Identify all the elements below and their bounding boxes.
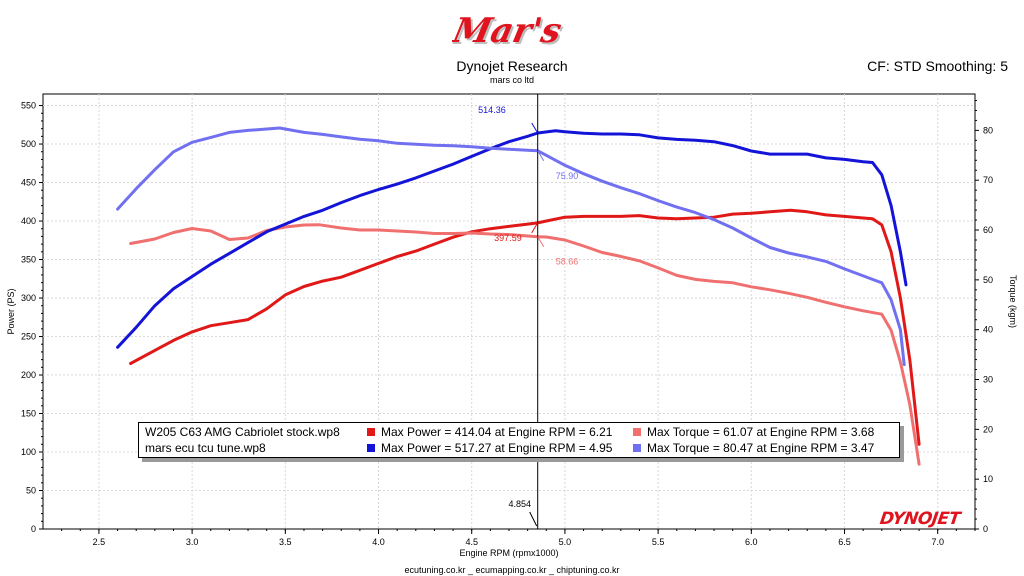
cursor-rpm-label: 4.854: [508, 499, 531, 509]
annotation-label: 58.66: [556, 257, 579, 267]
y-tick-label: 400: [21, 216, 36, 226]
x-tick-label: 4.0: [372, 537, 385, 547]
series-line-stock-power: [129, 208, 921, 446]
y2-tick-label: 80: [983, 125, 993, 135]
y2-tick-label: 50: [983, 275, 993, 285]
x-axis-label: Engine RPM (rpmx1000): [459, 548, 558, 558]
y2-tick-label: 10: [983, 474, 993, 484]
cursor-rpm-arrow: [529, 511, 538, 527]
x-tick-label: 6.5: [838, 537, 851, 547]
y-tick-label: 350: [21, 255, 36, 265]
y2-axis-label: Torque (kgm): [1008, 275, 1018, 328]
y-tick-label: 250: [21, 332, 36, 342]
x-tick-label: 3.5: [279, 537, 292, 547]
legend-box: W205 C63 AMG Cabriolet stock.wp8 mars ec…: [138, 422, 900, 458]
chart-title: Dynojet Research: [456, 58, 568, 74]
stock-power-text: Max Power = 414.04 at Engine RPM = 6.21: [381, 425, 613, 439]
y-tick-label: 50: [26, 486, 36, 496]
stock-power-swatch: [367, 428, 375, 436]
svg-text:Mar's: Mar's: [452, 11, 565, 51]
y2-tick-label: 40: [983, 325, 993, 335]
y-tick-label: 550: [21, 101, 36, 111]
x-tick-label: 4.5: [465, 537, 478, 547]
legend-tune-torque: Max Torque = 80.47 at Engine RPM = 3.47: [633, 441, 874, 455]
stock-torque-swatch: [633, 428, 641, 436]
annotation-label: 514.36: [478, 105, 506, 115]
tune-torque-swatch: [633, 444, 641, 452]
x-tick-label: 3.0: [186, 537, 199, 547]
legend-tune-power: Max Power = 517.27 at Engine RPM = 4.95: [367, 441, 612, 455]
legend-file-stock: W205 C63 AMG Cabriolet stock.wp8: [145, 425, 340, 439]
y2-tick-label: 0: [983, 524, 988, 534]
legend-file-tune: mars ecu tcu tune.wp8: [145, 441, 266, 455]
y-tick-label: 450: [21, 178, 36, 188]
y2-tick-label: 60: [983, 225, 993, 235]
annotation-leader: [531, 122, 539, 134]
y-tick-label: 150: [21, 409, 36, 419]
y-axis-label: Power (PS): [6, 288, 16, 334]
series-line-tune-torque: [116, 126, 906, 367]
annotation-leader: [537, 236, 545, 247]
x-tick-label: 5.0: [559, 537, 572, 547]
y-tick-label: 0: [31, 524, 36, 534]
tune-torque-text: Max Torque = 80.47 at Engine RPM = 3.47: [647, 441, 875, 455]
tune-power-swatch: [367, 444, 375, 452]
annotation-label: 397.59: [494, 233, 522, 243]
dynojet-brand-text: DYNOJET: [878, 509, 962, 529]
svg-text:Mar's: Mar's: [452, 13, 567, 52]
mars-logo: Mar's Mar's: [452, 11, 567, 52]
legend-stock-torque: Max Torque = 61.07 at Engine RPM = 3.68: [633, 425, 874, 439]
y-tick-label: 200: [21, 370, 36, 380]
stock-torque-text: Max Torque = 61.07 at Engine RPM = 3.68: [647, 425, 875, 439]
x-tick-label: 6.0: [745, 537, 758, 547]
chart-subtitle: mars co ltd: [489, 75, 534, 85]
x-tick-label: 5.5: [652, 537, 665, 547]
annotation-leader: [531, 222, 539, 234]
tune-power-text: Max Power = 517.27 at Engine RPM = 4.95: [381, 441, 613, 455]
correction-settings: CF: STD Smoothing: 5: [867, 58, 1008, 74]
y2-tick-label: 20: [983, 424, 993, 434]
x-tick-label: 2.5: [93, 537, 106, 547]
y2-tick-label: 70: [983, 175, 993, 185]
annotation-leader: [537, 150, 545, 162]
y-tick-label: 500: [21, 139, 36, 149]
footer-text: ecutuning.co.kr _ ecumapping.co.kr _ chi…: [404, 565, 620, 575]
dynojet-brand: DYNOJET: [879, 509, 962, 529]
x-tick-label: 7.0: [931, 537, 944, 547]
annotation-label: 75.90: [556, 171, 579, 181]
legend-stock-power: Max Power = 414.04 at Engine RPM = 6.21: [367, 425, 612, 439]
y-tick-label: 100: [21, 447, 36, 457]
y-tick-label: 300: [21, 293, 36, 303]
y2-tick-label: 30: [983, 375, 993, 385]
